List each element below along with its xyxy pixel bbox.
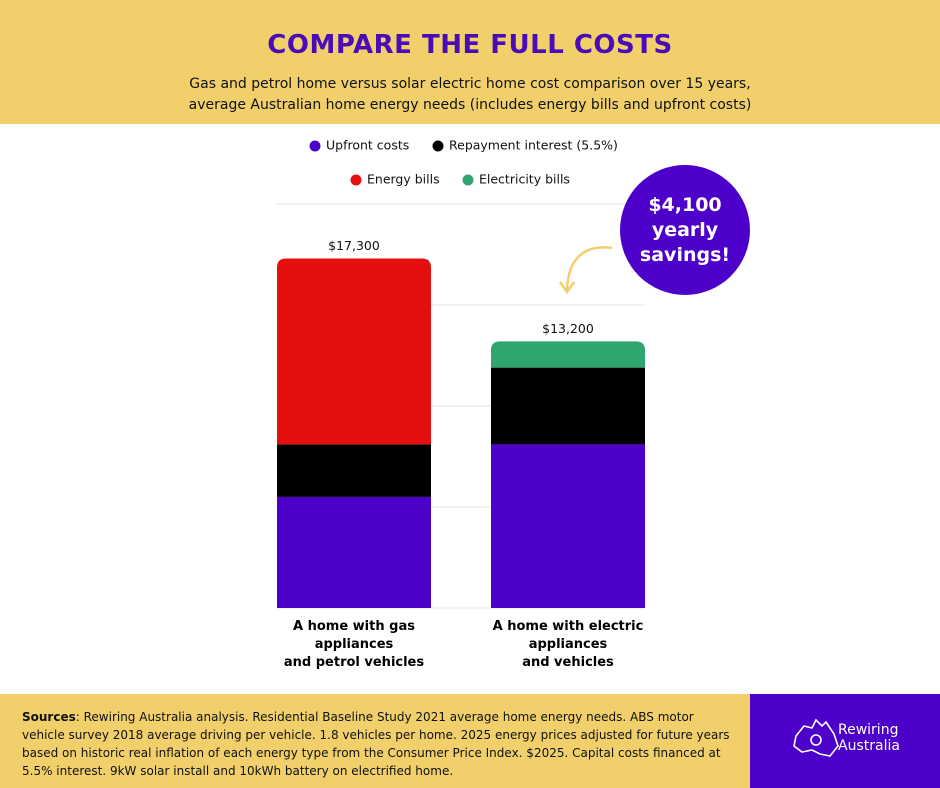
title: COMPARE THE FULL COSTS <box>267 30 673 60</box>
footer: Sources: Rewiring Australia analysis. Re… <box>0 694 750 788</box>
legend-swatch <box>432 140 444 152</box>
header: COMPARE THE FULL COSTS Gas and petrol ho… <box>0 0 940 124</box>
legend-label: Upfront costs <box>326 138 409 153</box>
bar-segment <box>491 367 645 445</box>
legend-label: Repayment interest (5.5%) <box>449 138 618 153</box>
category-label: A home with gas appliances and petrol ve… <box>283 619 425 670</box>
category-label: A home with electric appliances and vehi… <box>492 619 644 670</box>
legend-swatch <box>309 140 321 152</box>
bar-segment <box>491 341 645 368</box>
sources-text: : Rewiring Australia analysis. Residenti… <box>22 710 730 778</box>
sources-label: Sources <box>22 710 76 724</box>
legend-label: Energy bills <box>367 172 440 187</box>
legend-label: Electricity bills <box>479 172 570 187</box>
total-label: $17,300 <box>328 238 380 253</box>
subtitle: Gas and petrol home versus solar electri… <box>188 76 752 113</box>
bar-segment <box>277 444 431 497</box>
logo-text: Rewiring Australia <box>838 722 900 754</box>
legend-swatch <box>350 174 362 186</box>
logo-icon <box>793 718 839 757</box>
legend-swatch <box>462 174 474 186</box>
total-label: $13,200 <box>542 321 594 336</box>
savings-badge: $4,100 yearly savings! <box>620 165 750 295</box>
bar-segment <box>277 258 431 445</box>
arrow <box>558 246 613 295</box>
logo: Rewiring Australia <box>750 694 940 788</box>
bar-segment <box>277 496 431 608</box>
sources: Sources: Rewiring Australia analysis. Re… <box>22 708 732 780</box>
bar-segment <box>491 444 645 608</box>
